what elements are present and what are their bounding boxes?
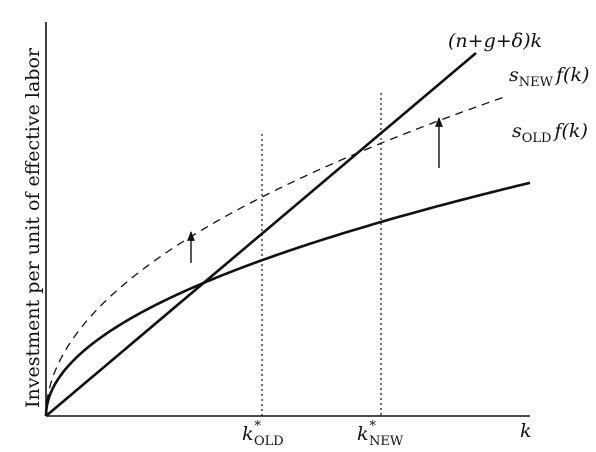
k-new-tick-label: k* NEW: [357, 419, 404, 449]
s-new-label: sNEW f(k): [509, 64, 589, 90]
break-even-label: (n+g+δ)k: [448, 30, 542, 52]
s-old-curve: [46, 183, 530, 416]
k-old-tick-label: k* OLD: [242, 419, 284, 449]
y-axis-label: Investment per unit of effective labor: [22, 47, 44, 408]
s-old-label: sOLD f(k): [512, 120, 588, 146]
x-axis-label: k: [520, 420, 532, 442]
break-even-line: [46, 53, 476, 416]
